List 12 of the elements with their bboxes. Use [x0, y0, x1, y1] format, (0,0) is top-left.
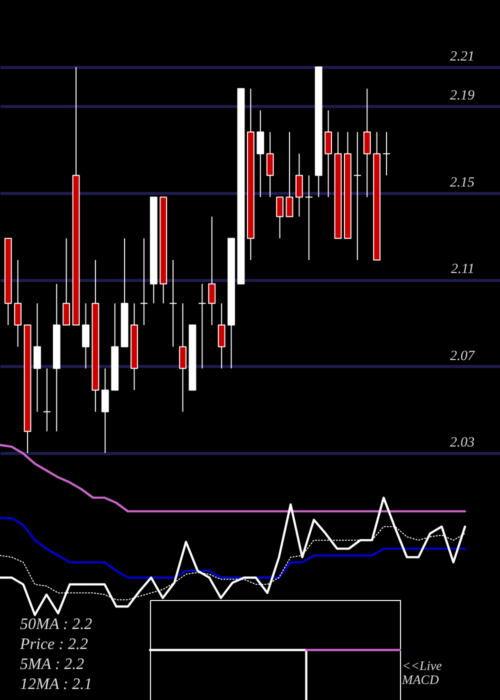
y-tick-label: 2.11 — [451, 262, 474, 278]
y-tick-label: 2.07 — [450, 348, 476, 364]
text: Price : 2.2 — [19, 636, 88, 653]
y-tick-label: 2.19 — [450, 88, 474, 104]
text: 5MA : 2.2 — [20, 656, 84, 673]
y-tick-label: 2.03 — [450, 436, 474, 450]
text: 50MA : 2.2 — [20, 616, 92, 633]
y-tick-label: 2.21 — [450, 50, 474, 64]
y-tick-label: 2.15 — [450, 175, 474, 190]
text: <<Live — [402, 658, 442, 673]
text: 12MA : 2.1 — [20, 676, 92, 693]
text: MACD — [401, 672, 440, 687]
